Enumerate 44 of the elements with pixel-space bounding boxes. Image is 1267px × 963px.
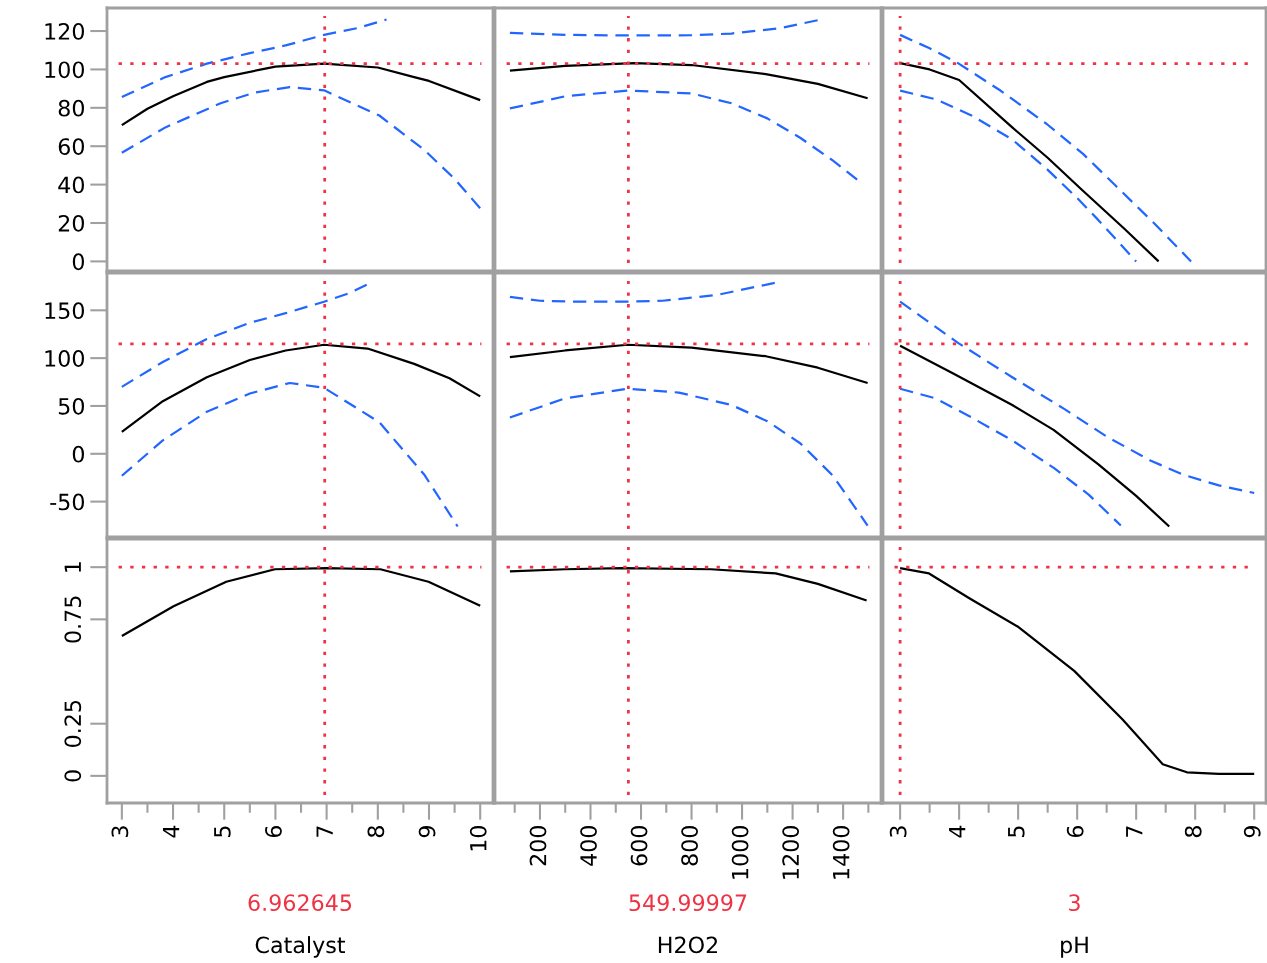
- y-tick-label: 60: [58, 138, 84, 155]
- y-tick-label: 50: [58, 397, 84, 415]
- x-axis-title: pH: [1061, 936, 1088, 958]
- x-tick-label: 800: [681, 826, 698, 866]
- x-axis-title: Catalyst: [255, 936, 346, 958]
- y-tick-label: 100: [45, 61, 84, 79]
- x-tick-label: 200: [529, 826, 547, 866]
- x-tick-label: 6: [265, 825, 282, 838]
- y-tick-label: 80: [58, 99, 84, 117]
- x-tick-label: 1000: [731, 826, 749, 879]
- x-tick-label: 5: [214, 826, 231, 837]
- y-tick-label: 0: [64, 770, 82, 782]
- y-tick-label: 120: [45, 22, 84, 40]
- x-tick-label: 7: [316, 826, 333, 837]
- x-tick-label: 1400: [832, 826, 850, 879]
- y-tick-label: 100: [45, 350, 84, 367]
- x-tick-label: 1200: [782, 826, 800, 879]
- x-axis-title: H2O2: [658, 936, 718, 954]
- x-tick-label: 600: [630, 826, 648, 866]
- x-tick-label: 4: [162, 825, 180, 838]
- y-tick-label: 40: [58, 176, 84, 194]
- y-tick-label: 20: [58, 214, 84, 232]
- y-tick-label: 0.25: [64, 700, 82, 747]
- x-tick-label: 8: [367, 826, 385, 838]
- x-tick-label: 6: [1066, 825, 1084, 838]
- y-tick-label: 0.75: [64, 596, 82, 643]
- x-tick-label: 400: [580, 826, 597, 866]
- x-tick-label: 5: [1008, 826, 1025, 837]
- y-tick-label: 0: [72, 445, 84, 463]
- x-tick-label: 3: [889, 826, 907, 837]
- x-tick-label: 4: [949, 825, 966, 838]
- x-tick-label: 9: [1243, 826, 1261, 838]
- ref-line-label: 549.99997: [629, 894, 747, 912]
- x-tick-label: 9: [418, 826, 436, 838]
- x-tick-label: 7: [1126, 826, 1143, 837]
- y-tick-label: -50: [50, 493, 84, 511]
- y-tick-label: 150: [45, 302, 84, 320]
- y-tick-label: 1: [64, 562, 81, 572]
- y-tick-label: 0: [72, 253, 84, 271]
- x-tick-label: 8: [1184, 826, 1202, 838]
- ref-line-label: 6.962645: [248, 894, 352, 912]
- x-tick-label: 3: [111, 826, 129, 837]
- ref-line-label: 3: [1069, 894, 1080, 912]
- x-tick-label: 10: [469, 826, 487, 851]
